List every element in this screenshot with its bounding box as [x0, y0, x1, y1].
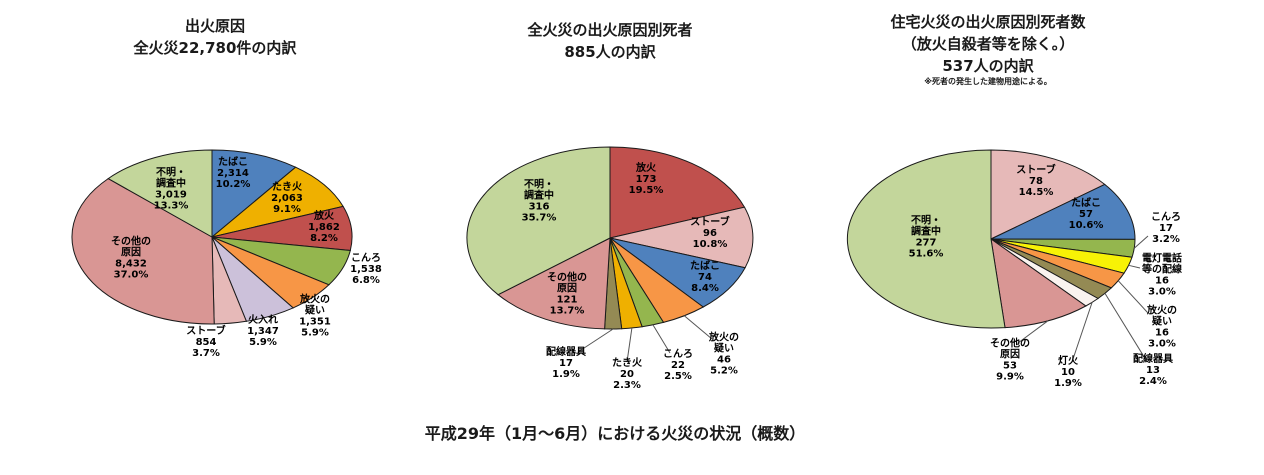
pie3-leader-line-配線器具: [1105, 293, 1146, 360]
chart1-title: 出火原因 全火災22,780件の内訳: [40, 16, 390, 60]
chart1-title-line1: 出火原因: [40, 16, 390, 38]
pie1-label-火入れ: 火入れ1,3475.9%: [247, 314, 279, 348]
chart2-title-line1: 全火災の出火原因別死者: [460, 20, 760, 42]
pie2-label-配線器具: 配線器具171.9%: [546, 345, 586, 380]
pie3-label-不明・調査中: 不明・調査中27751.6%: [909, 215, 944, 260]
chart2-title: 全火災の出火原因別死者 885人の内訳: [460, 20, 760, 64]
pie3-leader-line-こんろ: [1134, 236, 1148, 248]
figure-caption: 平成29年（1月～6月）における火災の状況（概数）: [165, 420, 1065, 444]
chart3-title-line2: （放火自殺者等を除く。）: [808, 34, 1168, 56]
pie2-leader-line-放火の疑い: [684, 316, 712, 339]
pie1-label-ストーブ: ストーブ8543.7%: [186, 324, 225, 359]
pie3-leader-line-放火の疑い: [1118, 281, 1148, 313]
chart3-footnote: ※死者の発生した建物用途による。: [808, 77, 1168, 87]
pie1-label-不明・調査中: 不明・調査中3,01913.3%: [154, 167, 189, 212]
chart3-title-line1: 住宅火災の出火原因別死者数: [808, 12, 1168, 34]
chart1-title-line2: 全火災22,780件の内訳: [40, 38, 390, 60]
chart3-title-line3: 537人の内訳: [808, 56, 1168, 78]
pie1-label-たばこ: たばこ2,31410.2%: [216, 155, 251, 190]
fire-statistics-figure: たばこ2,31410.2%たき火2,0639.1%放火1,8628.2%こんろ1…: [0, 0, 1264, 475]
pie2-leader-line-たき火: [627, 328, 632, 362]
pie3-label-電灯電話等の配線: 電灯電話等の配線163.0%: [1142, 252, 1182, 298]
pie2-label-放火の疑い: 放火の疑い465.2%: [708, 331, 739, 377]
pie2-label-不明・調査中: 不明・調査中31635.7%: [522, 179, 557, 224]
chart2-title-line2: 885人の内訳: [460, 42, 760, 64]
chart3-title: 住宅火災の出火原因別死者数 （放火自殺者等を除く。） 537人の内訳 ※死者の発…: [808, 12, 1168, 88]
pie3-label-配線器具: 配線器具132.4%: [1133, 352, 1173, 387]
pie2-label-たき火: たき火202.3%: [612, 357, 643, 391]
pie2-label-こんろ: こんろ222.5%: [663, 348, 693, 382]
pie3-leader-line-電灯電話等の配線: [1129, 265, 1140, 268]
pie3-label-その他の原因: その他の原因539.9%: [990, 337, 1030, 383]
pie3-label-こんろ: こんろ173.2%: [1151, 211, 1181, 245]
pie1-label-たき火: たき火2,0639.1%: [271, 181, 303, 215]
pie1-label-こんろ: こんろ1,5386.8%: [350, 252, 382, 286]
pie3-label-放火の疑い: 放火の疑い163.0%: [1146, 304, 1177, 350]
pie3-label-灯火: 灯火101.9%: [1054, 354, 1082, 389]
pie1-label-放火の疑い: 放火の疑い1,3515.9%: [299, 293, 331, 339]
